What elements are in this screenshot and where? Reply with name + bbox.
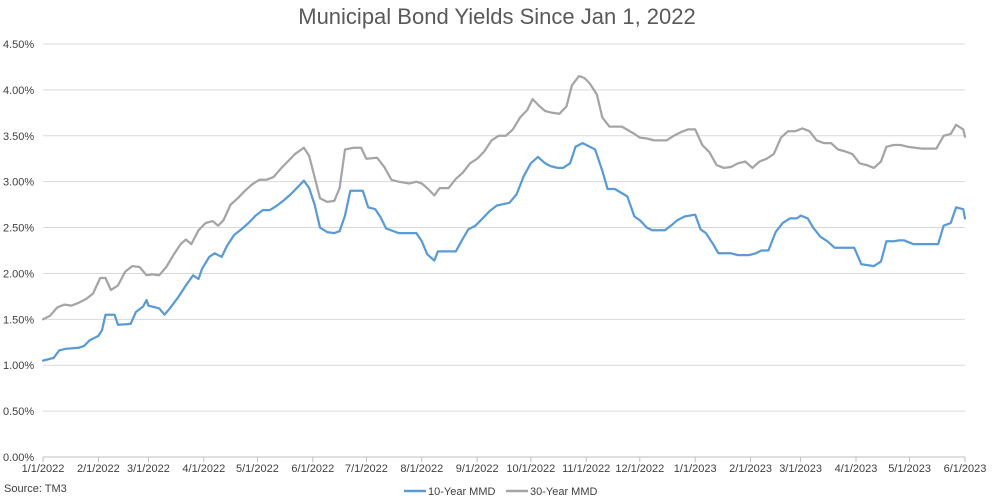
legend: 10-Year MMD 30-Year MMD: [404, 486, 598, 498]
chart-title: Municipal Bond Yields Since Jan 1, 2022: [298, 4, 695, 29]
x-tick-label: 4/1/2023: [835, 463, 878, 475]
series-line-10-year-mmd: [41, 141, 967, 362]
y-tick-label: 4.50%: [3, 39, 34, 51]
y-tick-label: 1.50%: [3, 314, 34, 326]
x-tick-label: 5/1/2022: [236, 463, 279, 475]
y-tick-label: 2.50%: [3, 223, 34, 235]
x-tick-label: 1/1/2023: [674, 463, 717, 475]
y-axis-tick-labels: 0.00% 0.50% 1.00% 1.50% 2.00% 2.50% 3.00% 3.50%…: [3, 39, 34, 464]
x-tick-label: 6/1/2022: [291, 463, 334, 475]
y-tick-label: 0.00%: [3, 452, 34, 464]
x-tick-label: 11/1/2022: [562, 463, 610, 475]
y-tick-label: 2.00%: [3, 268, 34, 280]
x-tick-label: 1/1/2022: [22, 463, 65, 475]
y-tick-label: 0.50%: [3, 406, 34, 418]
legend-label: 30-Year MMD: [530, 486, 598, 498]
gridlines: [42, 43, 966, 462]
x-tick-label: 9/1/2022: [456, 463, 499, 475]
x-tick-label: 3/1/2023: [779, 463, 822, 475]
x-tick-label: 10/1/2022: [506, 463, 555, 475]
x-tick-label: 7/1/2022: [345, 463, 388, 475]
x-tick-label: 4/1/2022: [182, 463, 225, 475]
series-lines: [41, 74, 967, 362]
y-tick-label: 4.00%: [3, 85, 34, 97]
x-axis-tick-labels: 1/1/2022 2/1/2022 3/1/2022 4/1/2022 5/1/2022…: [22, 463, 987, 475]
x-tick-label: 6/1/2023: [944, 463, 987, 475]
y-tick-label: 3.00%: [3, 177, 34, 189]
y-tick-label: 3.50%: [3, 131, 34, 143]
x-tick-label: 2/1/2023: [729, 463, 772, 475]
series-line-30-year-mmd: [41, 74, 967, 321]
x-tick-label: 8/1/2022: [400, 463, 443, 475]
x-tick-label: 2/1/2022: [77, 463, 120, 475]
source-note: Source: TM3: [4, 483, 67, 495]
x-tick-label: 5/1/2023: [888, 463, 931, 475]
x-tick-label: 12/1/2022: [615, 463, 664, 475]
x-tick-label: 3/1/2022: [127, 463, 170, 475]
legend-label: 10-Year MMD: [428, 486, 496, 498]
y-tick-label: 1.00%: [3, 360, 34, 372]
